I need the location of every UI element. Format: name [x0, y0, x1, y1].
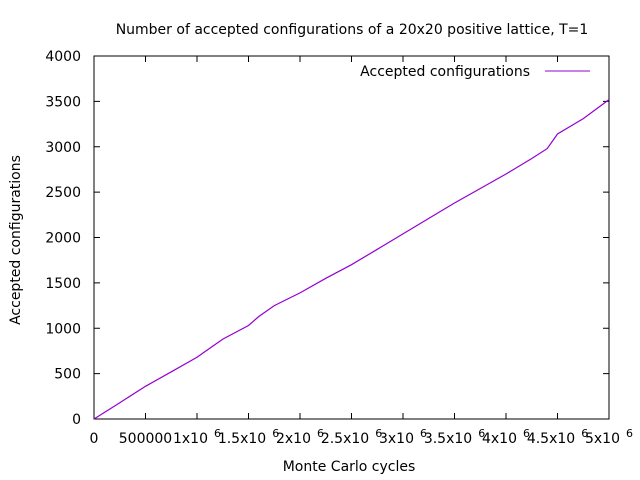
- x-tick-label: 500000: [119, 431, 172, 447]
- x-tick-mantissa: 1.5x10: [218, 431, 266, 447]
- x-tick-mantissa: 1x10: [173, 431, 208, 447]
- x-tick-mantissa: 500000: [119, 431, 172, 447]
- x-tick-mantissa: 2.5x10: [321, 431, 369, 447]
- x-tick-exponent: 6: [523, 427, 530, 440]
- y-tick-label: 0: [72, 412, 81, 428]
- plot-frame: [93, 55, 610, 420]
- x-tick-label: 2.5x10 6: [321, 427, 382, 447]
- x-tick-exponent: 6: [272, 427, 279, 440]
- y-axis-title: Accepted configurations: [8, 155, 24, 325]
- legend-label: Accepted configurations: [360, 64, 530, 80]
- x-axis-title: Monte Carlo cycles: [283, 459, 416, 475]
- legend: Accepted configurations: [360, 64, 590, 80]
- x-tick-label: 0: [90, 431, 99, 447]
- y-tick-label: 2000: [45, 231, 81, 247]
- chart-title: Number of accepted configurations of a 2…: [116, 22, 589, 38]
- x-tick-mantissa: 2x10: [276, 431, 311, 447]
- x-tick-exponent: 6: [626, 427, 633, 440]
- y-ticks: 0 500 1000 1500 2000 2500 3000 3500 4000: [45, 49, 609, 428]
- x-tick-mantissa: 0: [90, 431, 99, 447]
- x-tick-label: 4.5x10 6: [527, 427, 588, 447]
- x-tick-label: 3x10 6: [379, 427, 427, 447]
- y-tick-label: 1000: [45, 321, 81, 337]
- x-tick-mantissa: 3x10: [379, 431, 414, 447]
- x-tick-mantissa: 4.5x10: [527, 431, 575, 447]
- x-tick-mantissa: 5x10: [585, 431, 620, 447]
- x-tick-mantissa: 3.5x10: [424, 431, 472, 447]
- x-tick-exponent: 6: [581, 427, 588, 440]
- series-line-0: [93, 99, 610, 420]
- x-tick-exponent: 6: [214, 427, 221, 440]
- y-tick-label: 3500: [45, 94, 81, 110]
- y-tick-label: 3000: [45, 140, 81, 156]
- series-layer: [93, 99, 610, 420]
- x-tick-label: 2x10 6: [276, 427, 324, 447]
- x-tick-label: 4x10 6: [482, 427, 530, 447]
- x-tick-label: 3.5x10 6: [424, 427, 485, 447]
- x-tick-exponent: 6: [317, 427, 324, 440]
- y-tick-label: 4000: [45, 49, 81, 65]
- x-tick-label: 1.5x10 6: [218, 427, 279, 447]
- x-tick-exponent: 6: [375, 427, 382, 440]
- x-tick-exponent: 6: [478, 427, 485, 440]
- y-tick-label: 500: [54, 367, 81, 383]
- y-tick-label: 2500: [45, 185, 81, 201]
- x-tick-label: 5x10 6: [585, 427, 633, 447]
- x-tick-mantissa: 4x10: [482, 431, 517, 447]
- x-tick-label: 1x10 6: [173, 427, 221, 447]
- x-tick-exponent: 6: [420, 427, 427, 440]
- y-tick-label: 1500: [45, 276, 81, 292]
